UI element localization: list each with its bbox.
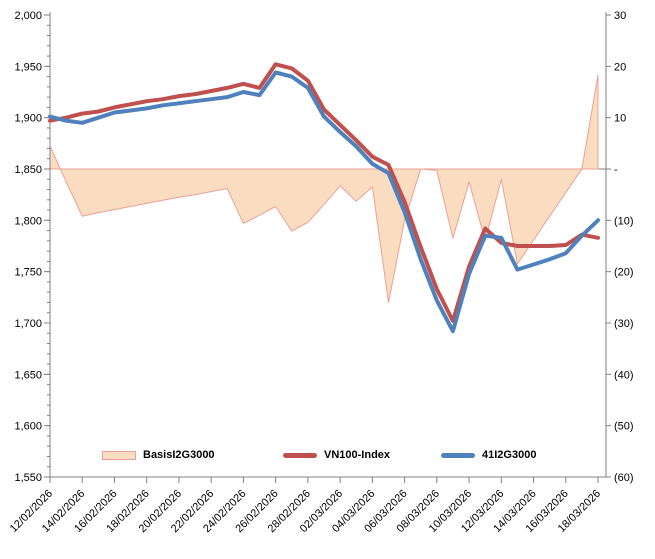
right-axis-label: (40) [614,369,634,381]
legend-item-basis: BasisI2G3000 [102,448,215,462]
right-axis-label: 10 [614,113,626,125]
right-axis-label: 20 [614,61,626,73]
series-41i2g3000-line [48,70,600,334]
left-axis-label: 1,600 [14,421,42,433]
left-axis-label: 1,550 [14,472,42,484]
vn100-line-swatch-icon [283,452,317,458]
legend-item-41i: 41I2G3000 [441,448,536,462]
right-axis-label: (30) [614,318,634,330]
right-axis-label: - [614,164,618,176]
left-axis-label: 1,650 [14,369,42,381]
left-axis-label: 1,700 [14,318,42,330]
legend-item-vn100: VN100-Index [283,448,390,462]
right-axis-label: (50) [614,421,634,433]
left-axis-label: 1,900 [14,113,42,125]
right-axis-label: (10) [614,215,634,227]
right-axis-label: (20) [614,267,634,279]
left-axis-label: 1,750 [14,267,42,279]
legend-label-basis: BasisI2G3000 [143,449,215,461]
left-axis-label: 2,000 [14,10,42,22]
series-basis-area [49,74,599,303]
legend-label-41i: 41I2G3000 [482,449,537,461]
basis-area-swatch-icon [102,450,136,460]
legend-label-vn100: VN100-Index [324,449,391,461]
41i-line-swatch-icon [441,452,475,458]
series-vn100-index-line [48,62,600,323]
right-axis-label: (60) [614,472,634,484]
left-axis-label: 1,850 [14,164,42,176]
right-axis-label: 30 [614,10,626,22]
left-axis-label: 1,800 [14,215,42,227]
left-axis-label: 1,950 [14,61,42,73]
